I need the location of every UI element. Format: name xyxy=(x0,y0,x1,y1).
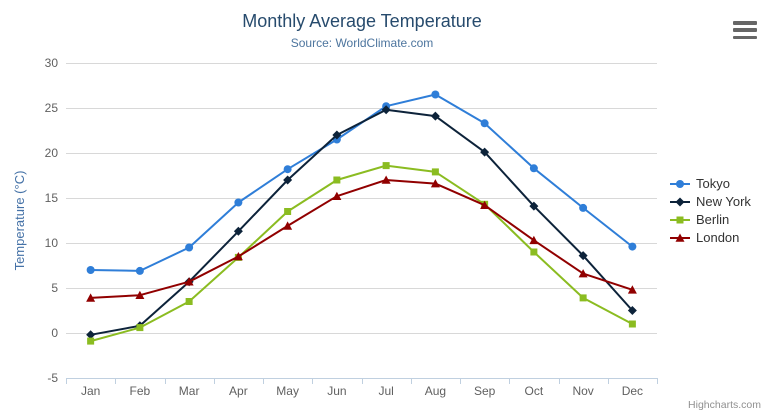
point-london-dec[interactable] xyxy=(627,285,637,294)
point-tokyo-apr[interactable] xyxy=(234,198,243,207)
point-new-york-jan[interactable] xyxy=(86,330,96,340)
chart-title: Monthly Average Temperature xyxy=(242,11,482,31)
point-new-york-dec[interactable] xyxy=(627,306,637,315)
y-axis-title: Temperature (°C) xyxy=(12,171,27,271)
point-berlin-dec[interactable] xyxy=(628,320,636,328)
x-axis-tick-label: Jul xyxy=(378,384,393,398)
series-line-london[interactable] xyxy=(89,179,634,299)
point-berlin-mar[interactable] xyxy=(185,298,193,305)
x-axis-tick-label: Apr xyxy=(229,384,248,398)
point-tokyo-may[interactable] xyxy=(283,165,292,174)
point-berlin-jul[interactable] xyxy=(382,162,390,170)
chart-subtitle: Source: WorldClimate.com xyxy=(290,36,434,50)
point-new-york-jun[interactable] xyxy=(332,130,342,140)
point-london-oct[interactable] xyxy=(529,235,539,245)
series-line-berlin[interactable] xyxy=(89,164,634,343)
y-axis-tick-label: 25 xyxy=(45,101,59,115)
series-london[interactable] xyxy=(86,175,637,302)
legend-item-london[interactable]: London xyxy=(669,230,751,245)
legend-label: London xyxy=(696,230,740,245)
x-axis-tick-label: Oct xyxy=(525,384,544,398)
y-axis-tick-label: 10 xyxy=(45,236,59,250)
legend-marker-circle-icon xyxy=(670,179,690,188)
y-axis-tick-label: 20 xyxy=(45,146,59,160)
point-new-york-oct[interactable] xyxy=(529,201,539,211)
point-london-aug[interactable] xyxy=(430,179,440,188)
x-axis-tick-label: Mar xyxy=(179,384,200,398)
hamburger-icon xyxy=(733,21,757,25)
series-new-york[interactable] xyxy=(86,105,637,340)
x-axis-tick-label: Aug xyxy=(425,384,446,398)
point-london-jul[interactable] xyxy=(381,175,391,184)
y-axis-tick-label: 0 xyxy=(51,326,58,340)
legend: Tokyo New York Berlin London xyxy=(669,176,751,248)
point-london-jun[interactable] xyxy=(332,191,342,200)
legend-item-tokyo[interactable]: Tokyo xyxy=(669,176,751,191)
point-tokyo-dec[interactable] xyxy=(628,242,637,251)
legend-marker-square-icon xyxy=(670,216,690,223)
export-menu-button[interactable] xyxy=(732,19,758,41)
series-line-new-york[interactable] xyxy=(89,108,634,336)
point-new-york-may[interactable] xyxy=(283,175,293,185)
point-london-feb[interactable] xyxy=(135,290,145,299)
series-tokyo[interactable] xyxy=(86,90,637,275)
x-axis-tick-label: Jan xyxy=(81,384,100,398)
credits-link[interactable]: Highcharts.com xyxy=(688,399,761,411)
point-new-york-jul[interactable] xyxy=(381,105,391,115)
legend-label: Berlin xyxy=(696,212,730,227)
x-axis-tick-label: Nov xyxy=(572,384,593,398)
point-london-may[interactable] xyxy=(283,221,293,230)
point-tokyo-sep[interactable] xyxy=(480,119,489,128)
y-axis-tick-label: 5 xyxy=(51,281,58,295)
point-london-mar[interactable] xyxy=(184,277,194,286)
point-berlin-may[interactable] xyxy=(284,208,292,215)
y-axis-tick-label: 15 xyxy=(45,191,59,205)
x-axis-tick-label: Dec xyxy=(622,384,643,398)
point-tokyo-oct[interactable] xyxy=(529,164,538,173)
x-axis-tick-label: Feb xyxy=(130,384,151,398)
point-tokyo-aug[interactable] xyxy=(431,90,440,99)
x-axis-tick-label: Jun xyxy=(327,384,346,398)
legend-item-new-york[interactable]: New York xyxy=(669,194,751,209)
point-london-apr[interactable] xyxy=(233,252,243,261)
point-new-york-nov[interactable] xyxy=(578,251,588,261)
legend-label: New York xyxy=(696,194,751,209)
point-london-nov[interactable] xyxy=(578,269,588,278)
hamburger-icon xyxy=(733,28,757,32)
legend-label: Tokyo xyxy=(696,176,730,191)
series-line-tokyo[interactable] xyxy=(89,93,634,272)
legend-marker-triangle-icon xyxy=(670,233,690,242)
point-tokyo-jan[interactable] xyxy=(86,266,95,274)
point-new-york-apr[interactable] xyxy=(233,226,243,236)
point-new-york-aug[interactable] xyxy=(430,111,440,121)
point-berlin-aug[interactable] xyxy=(431,168,439,176)
point-tokyo-mar[interactable] xyxy=(185,243,194,252)
x-axis-tick-label: Sep xyxy=(474,384,496,398)
point-berlin-jan[interactable] xyxy=(87,337,95,345)
hamburger-icon xyxy=(733,35,757,39)
point-tokyo-feb[interactable] xyxy=(135,266,144,275)
point-london-sep[interactable] xyxy=(480,200,490,209)
point-berlin-oct[interactable] xyxy=(530,248,538,256)
point-london-jan[interactable] xyxy=(86,293,96,302)
point-tokyo-nov[interactable] xyxy=(579,203,588,212)
legend-item-berlin[interactable]: Berlin xyxy=(669,212,751,227)
y-axis-tick-label: -5 xyxy=(47,371,58,385)
legend-marker-diamond-icon xyxy=(670,197,690,206)
x-axis-tick-label: May xyxy=(276,384,299,398)
point-berlin-nov[interactable] xyxy=(579,294,587,302)
y-axis-tick-label: 30 xyxy=(45,56,59,70)
point-berlin-jun[interactable] xyxy=(333,176,341,184)
point-new-york-sep[interactable] xyxy=(480,147,490,157)
point-berlin-feb[interactable] xyxy=(136,324,144,332)
